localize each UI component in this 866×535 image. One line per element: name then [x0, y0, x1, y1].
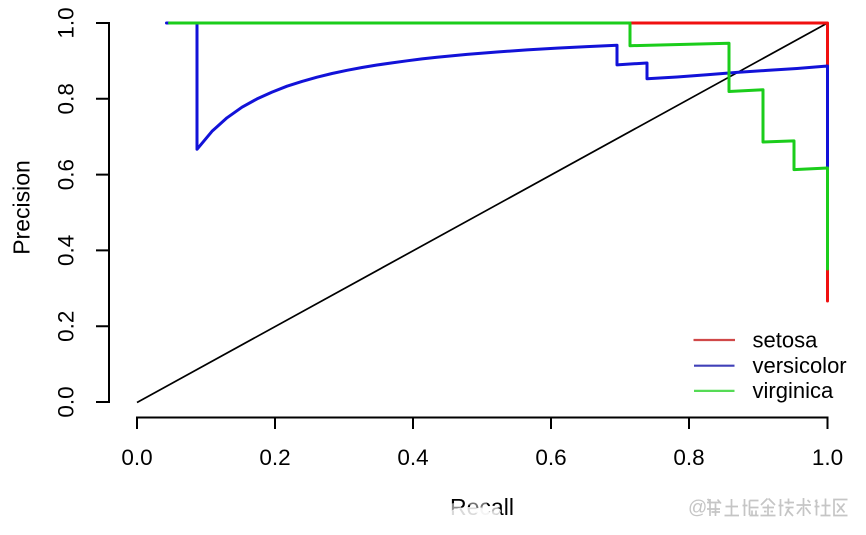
svg-text:0.0: 0.0 [54, 386, 79, 417]
svg-text:Precision: Precision [9, 160, 35, 255]
svg-text:virginica: virginica [753, 378, 834, 403]
svg-text:0.6: 0.6 [54, 159, 79, 190]
svg-text:1.0: 1.0 [812, 445, 843, 470]
svg-text:0.0: 0.0 [121, 445, 152, 470]
svg-text:0.8: 0.8 [54, 83, 79, 114]
svg-text:@: @ [688, 498, 707, 519]
svg-text:setosa: setosa [753, 327, 819, 352]
svg-text:0.6: 0.6 [535, 445, 566, 470]
svg-text:0.4: 0.4 [54, 235, 79, 266]
svg-text:1.0: 1.0 [54, 7, 79, 38]
svg-text:0.2: 0.2 [259, 445, 290, 470]
svg-text:0.8: 0.8 [673, 445, 704, 470]
svg-text:0.4: 0.4 [397, 445, 428, 470]
svg-text:0.2: 0.2 [54, 311, 79, 342]
svg-text:versicolor: versicolor [753, 353, 847, 378]
